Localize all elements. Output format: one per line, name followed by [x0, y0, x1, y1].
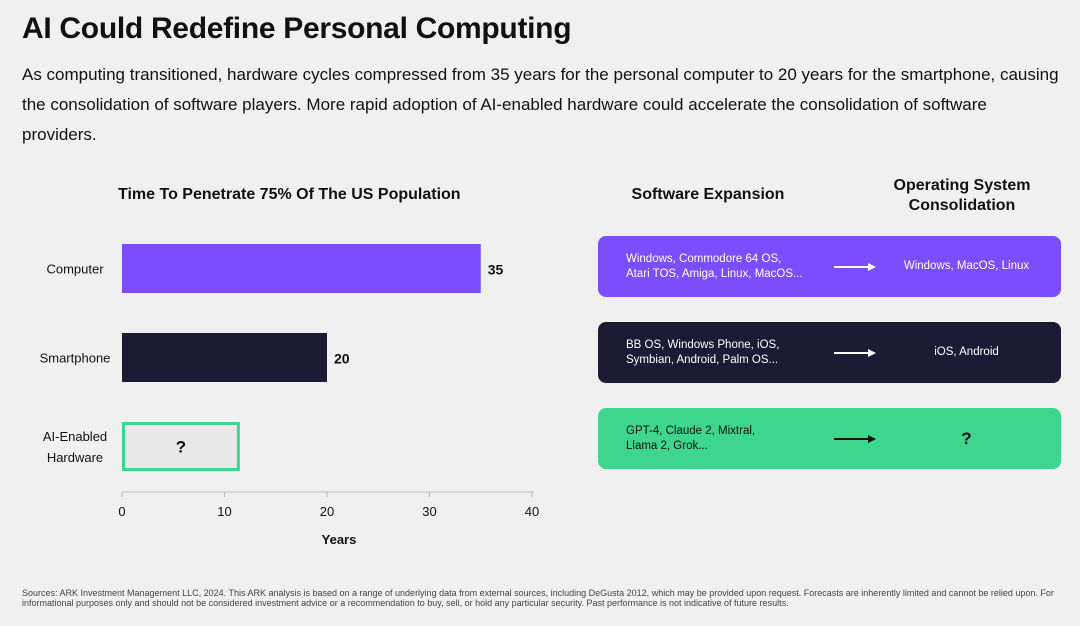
x-tick-label: 0 — [118, 504, 125, 519]
software-list-line1: GPT-4, Claude 2, Mixtral, — [626, 424, 756, 437]
os-result-unknown: ? — [961, 429, 972, 448]
arrow-right-icon — [826, 262, 886, 272]
os-heading-line1: Operating System — [893, 177, 1031, 194]
software-list-line1: Windows, Commodore 64 OS, — [626, 252, 782, 265]
chart-title: Time To Penetrate 75% Of The US Populati… — [118, 186, 461, 203]
bar-value-label: 35 — [488, 262, 504, 278]
os-heading-line2: Consolidation — [908, 197, 1016, 214]
x-tick-label: 10 — [217, 504, 231, 519]
os-consolidation-heading: Operating System Consolidation — [862, 176, 1062, 216]
category-label: Hardware — [47, 450, 103, 465]
os-result: Windows, MacOS, Linux — [903, 260, 1030, 272]
category-label: Computer — [46, 262, 104, 277]
software-list: GPT-4, Claude 2, Mixtral, Llama 2, Grok.… — [598, 424, 826, 454]
page-title: AI Could Redefine Personal Computing — [22, 12, 572, 45]
category-label: Smartphone — [40, 351, 111, 366]
bar-ai-enabled-hardware — [122, 422, 240, 471]
x-tick-label: 20 — [320, 504, 334, 519]
software-expansion-heading: Software Expansion — [631, 186, 785, 203]
arrow-right-icon — [826, 348, 886, 358]
x-tick-label: 30 — [422, 504, 436, 519]
flow-row-smartphone: BB OS, Windows Phone, iOS, Symbian, Andr… — [598, 322, 1061, 383]
flow-row-pc: Windows, Commodore 64 OS, Atari TOS, Ami… — [598, 236, 1061, 297]
bar-value-label: 20 — [334, 351, 350, 367]
category-label: AI-Enabled — [43, 429, 107, 444]
flow-row-ai: GPT-4, Claude 2, Mixtral, Llama 2, Grok.… — [598, 408, 1061, 469]
software-list-line2: Symbian, Android, Palm OS... — [626, 353, 779, 366]
page-subtitle: As computing transitioned, hardware cycl… — [22, 65, 1059, 144]
software-list: Windows, Commodore 64 OS, Atari TOS, Ami… — [598, 252, 826, 282]
software-list-line2: Atari TOS, Amiga, Linux, MacOS... — [626, 267, 803, 280]
software-list: BB OS, Windows Phone, iOS, Symbian, Andr… — [598, 338, 826, 368]
os-result: iOS, Android — [934, 346, 999, 358]
arrow-right-icon — [826, 434, 886, 444]
bar-chart: 0 10 20 30 40 Years 35 Computer 20 Smartphone? AI-… — [40, 244, 539, 547]
sources-footnote: Sources: ARK Investment Management LLC, … — [22, 588, 1054, 608]
software-list-line1: BB OS, Windows Phone, iOS, — [626, 338, 780, 351]
bar-value-label: ? — [176, 438, 186, 457]
x-axis-title: Years — [322, 532, 357, 547]
x-tick-label: 40 — [525, 504, 539, 519]
software-list-line2: Llama 2, Grok... — [626, 439, 708, 452]
bar-smartphone — [122, 333, 327, 382]
bar-computer — [122, 244, 481, 293]
